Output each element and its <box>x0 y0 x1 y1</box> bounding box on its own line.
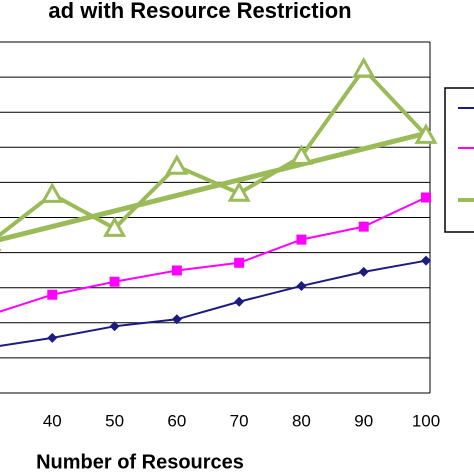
marker <box>227 181 251 202</box>
marker <box>47 332 58 343</box>
marker <box>296 234 307 245</box>
chart-title: ad with Resource Restriction <box>48 0 351 23</box>
x-tick-label: 40 <box>43 411 62 430</box>
marker <box>421 192 431 203</box>
x-tick-label: 50 <box>105 411 124 430</box>
marker <box>296 280 307 291</box>
series-line <box>0 259 427 347</box>
marker <box>109 276 120 287</box>
marker <box>234 296 245 307</box>
marker <box>109 321 120 332</box>
marker <box>358 221 369 232</box>
marker <box>414 123 438 144</box>
marker <box>40 182 64 203</box>
x-tick-label: 70 <box>230 411 249 430</box>
marker <box>421 255 431 266</box>
marker <box>234 257 245 268</box>
marker <box>289 144 313 165</box>
x-tick-label: 80 <box>292 411 311 430</box>
x-tick-label: 90 <box>354 411 373 430</box>
trend-line <box>0 130 427 243</box>
series-line <box>0 65 428 238</box>
marker <box>171 265 182 276</box>
series-line <box>0 196 427 313</box>
x-tick-label: 100 <box>412 411 440 430</box>
marker <box>47 289 58 300</box>
marker <box>171 314 182 325</box>
marker <box>103 216 127 237</box>
legend-box <box>444 87 474 233</box>
marker <box>165 154 189 175</box>
marker <box>352 56 376 78</box>
x-tick-label: 60 <box>167 411 186 430</box>
marker <box>358 266 369 277</box>
x-axis-label: Number of Resources <box>36 451 244 473</box>
